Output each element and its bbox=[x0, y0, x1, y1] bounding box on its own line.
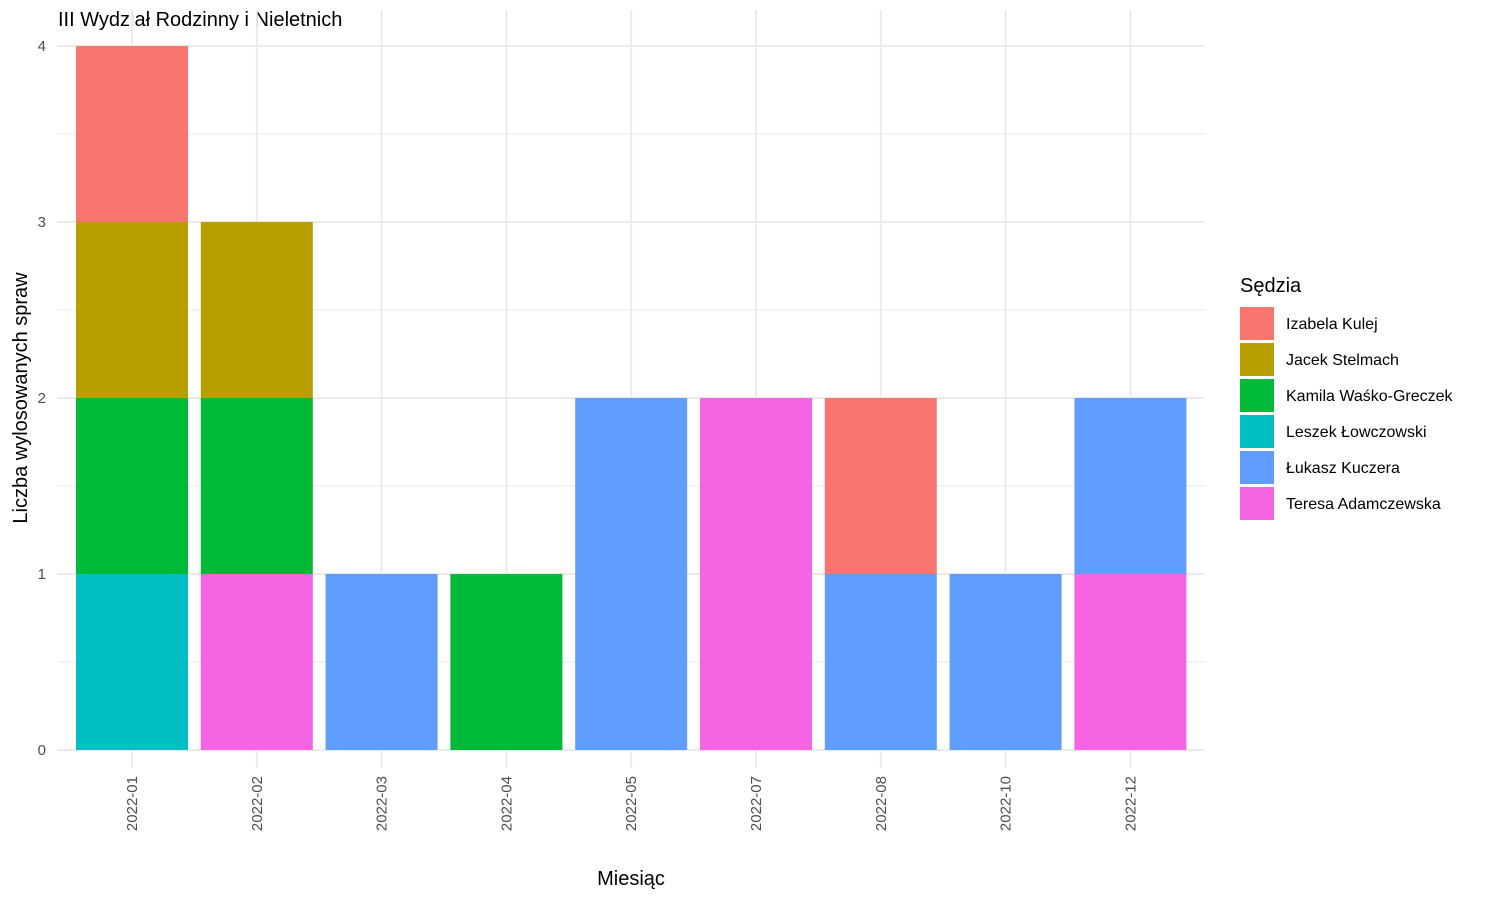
bar-segment bbox=[824, 574, 937, 750]
bar-segment bbox=[575, 398, 688, 750]
bar-layer bbox=[76, 46, 1187, 750]
x-tick-label: 2022-12 bbox=[1122, 776, 1139, 831]
x-tick-label: 2022-02 bbox=[249, 776, 266, 831]
bar-segment bbox=[1074, 398, 1187, 574]
legend-label: Teresa Adamczewska bbox=[1286, 496, 1441, 513]
legend-title: Sędzia bbox=[1240, 275, 1302, 297]
x-tick-label: 2022-04 bbox=[498, 776, 515, 831]
bar-segment bbox=[200, 574, 313, 750]
y-tick-label: 0 bbox=[38, 742, 46, 759]
bar-segment bbox=[76, 222, 188, 398]
y-tick-label: 3 bbox=[38, 214, 46, 231]
bar-segment bbox=[700, 398, 812, 750]
x-axis-title: Miesiąc bbox=[597, 868, 665, 890]
y-tick-label: 1 bbox=[38, 566, 46, 583]
x-tick-label: 2022-03 bbox=[374, 776, 391, 831]
x-tick-label: 2022-07 bbox=[748, 776, 765, 831]
bar-segment bbox=[824, 398, 937, 574]
x-tick-label: 2022-05 bbox=[623, 776, 640, 831]
legend-items: Izabela Kulej Jacek Stelmach Kamila Waśko-… bbox=[1240, 307, 1454, 520]
legend-label: Kamila Waśko-Greczek bbox=[1286, 388, 1454, 405]
legend-label: Izabela Kulej bbox=[1286, 316, 1378, 333]
bar-segment bbox=[949, 574, 1062, 750]
bar-segment bbox=[200, 222, 313, 398]
legend-swatch bbox=[1240, 307, 1274, 340]
bar-segment bbox=[76, 46, 188, 222]
y-axis-ticks: 0 1 2 3 4 bbox=[38, 38, 46, 759]
bar-segment bbox=[325, 574, 438, 750]
x-tick-label: 2022-10 bbox=[998, 776, 1015, 831]
bar-segment bbox=[450, 574, 563, 750]
bar-segment bbox=[76, 574, 188, 750]
y-tick-label: 4 bbox=[38, 38, 46, 55]
bar-segment bbox=[76, 398, 188, 574]
y-axis-title: Liczba wylosowanych spraw bbox=[10, 272, 32, 524]
legend-swatch bbox=[1240, 451, 1274, 484]
legend-swatch bbox=[1240, 415, 1274, 448]
x-axis-ticks: 2022-01 2022-02 2022-03 2022-04 2022-05 2022-… bbox=[124, 776, 1139, 831]
legend: Sędzia Izabela Kulej Jacek Stelmach Kamila… bbox=[1240, 275, 1454, 520]
legend-label: Jacek Stelmach bbox=[1286, 352, 1399, 369]
chart-title: III Wydział Rodzinny i Nieletnich bbox=[58, 9, 342, 31]
x-tick-label: 2022-08 bbox=[873, 776, 890, 831]
x-tick-label: 2022-01 bbox=[124, 776, 141, 831]
legend-swatch bbox=[1240, 379, 1274, 412]
legend-swatch bbox=[1240, 487, 1274, 520]
bar-segment bbox=[1074, 574, 1187, 750]
legend-swatch bbox=[1240, 343, 1274, 376]
legend-label: Łukasz Kuczera bbox=[1286, 460, 1400, 477]
legend-label: Leszek Łowczowski bbox=[1286, 424, 1427, 441]
y-tick-label: 2 bbox=[38, 390, 46, 407]
bar-segment bbox=[200, 398, 313, 574]
